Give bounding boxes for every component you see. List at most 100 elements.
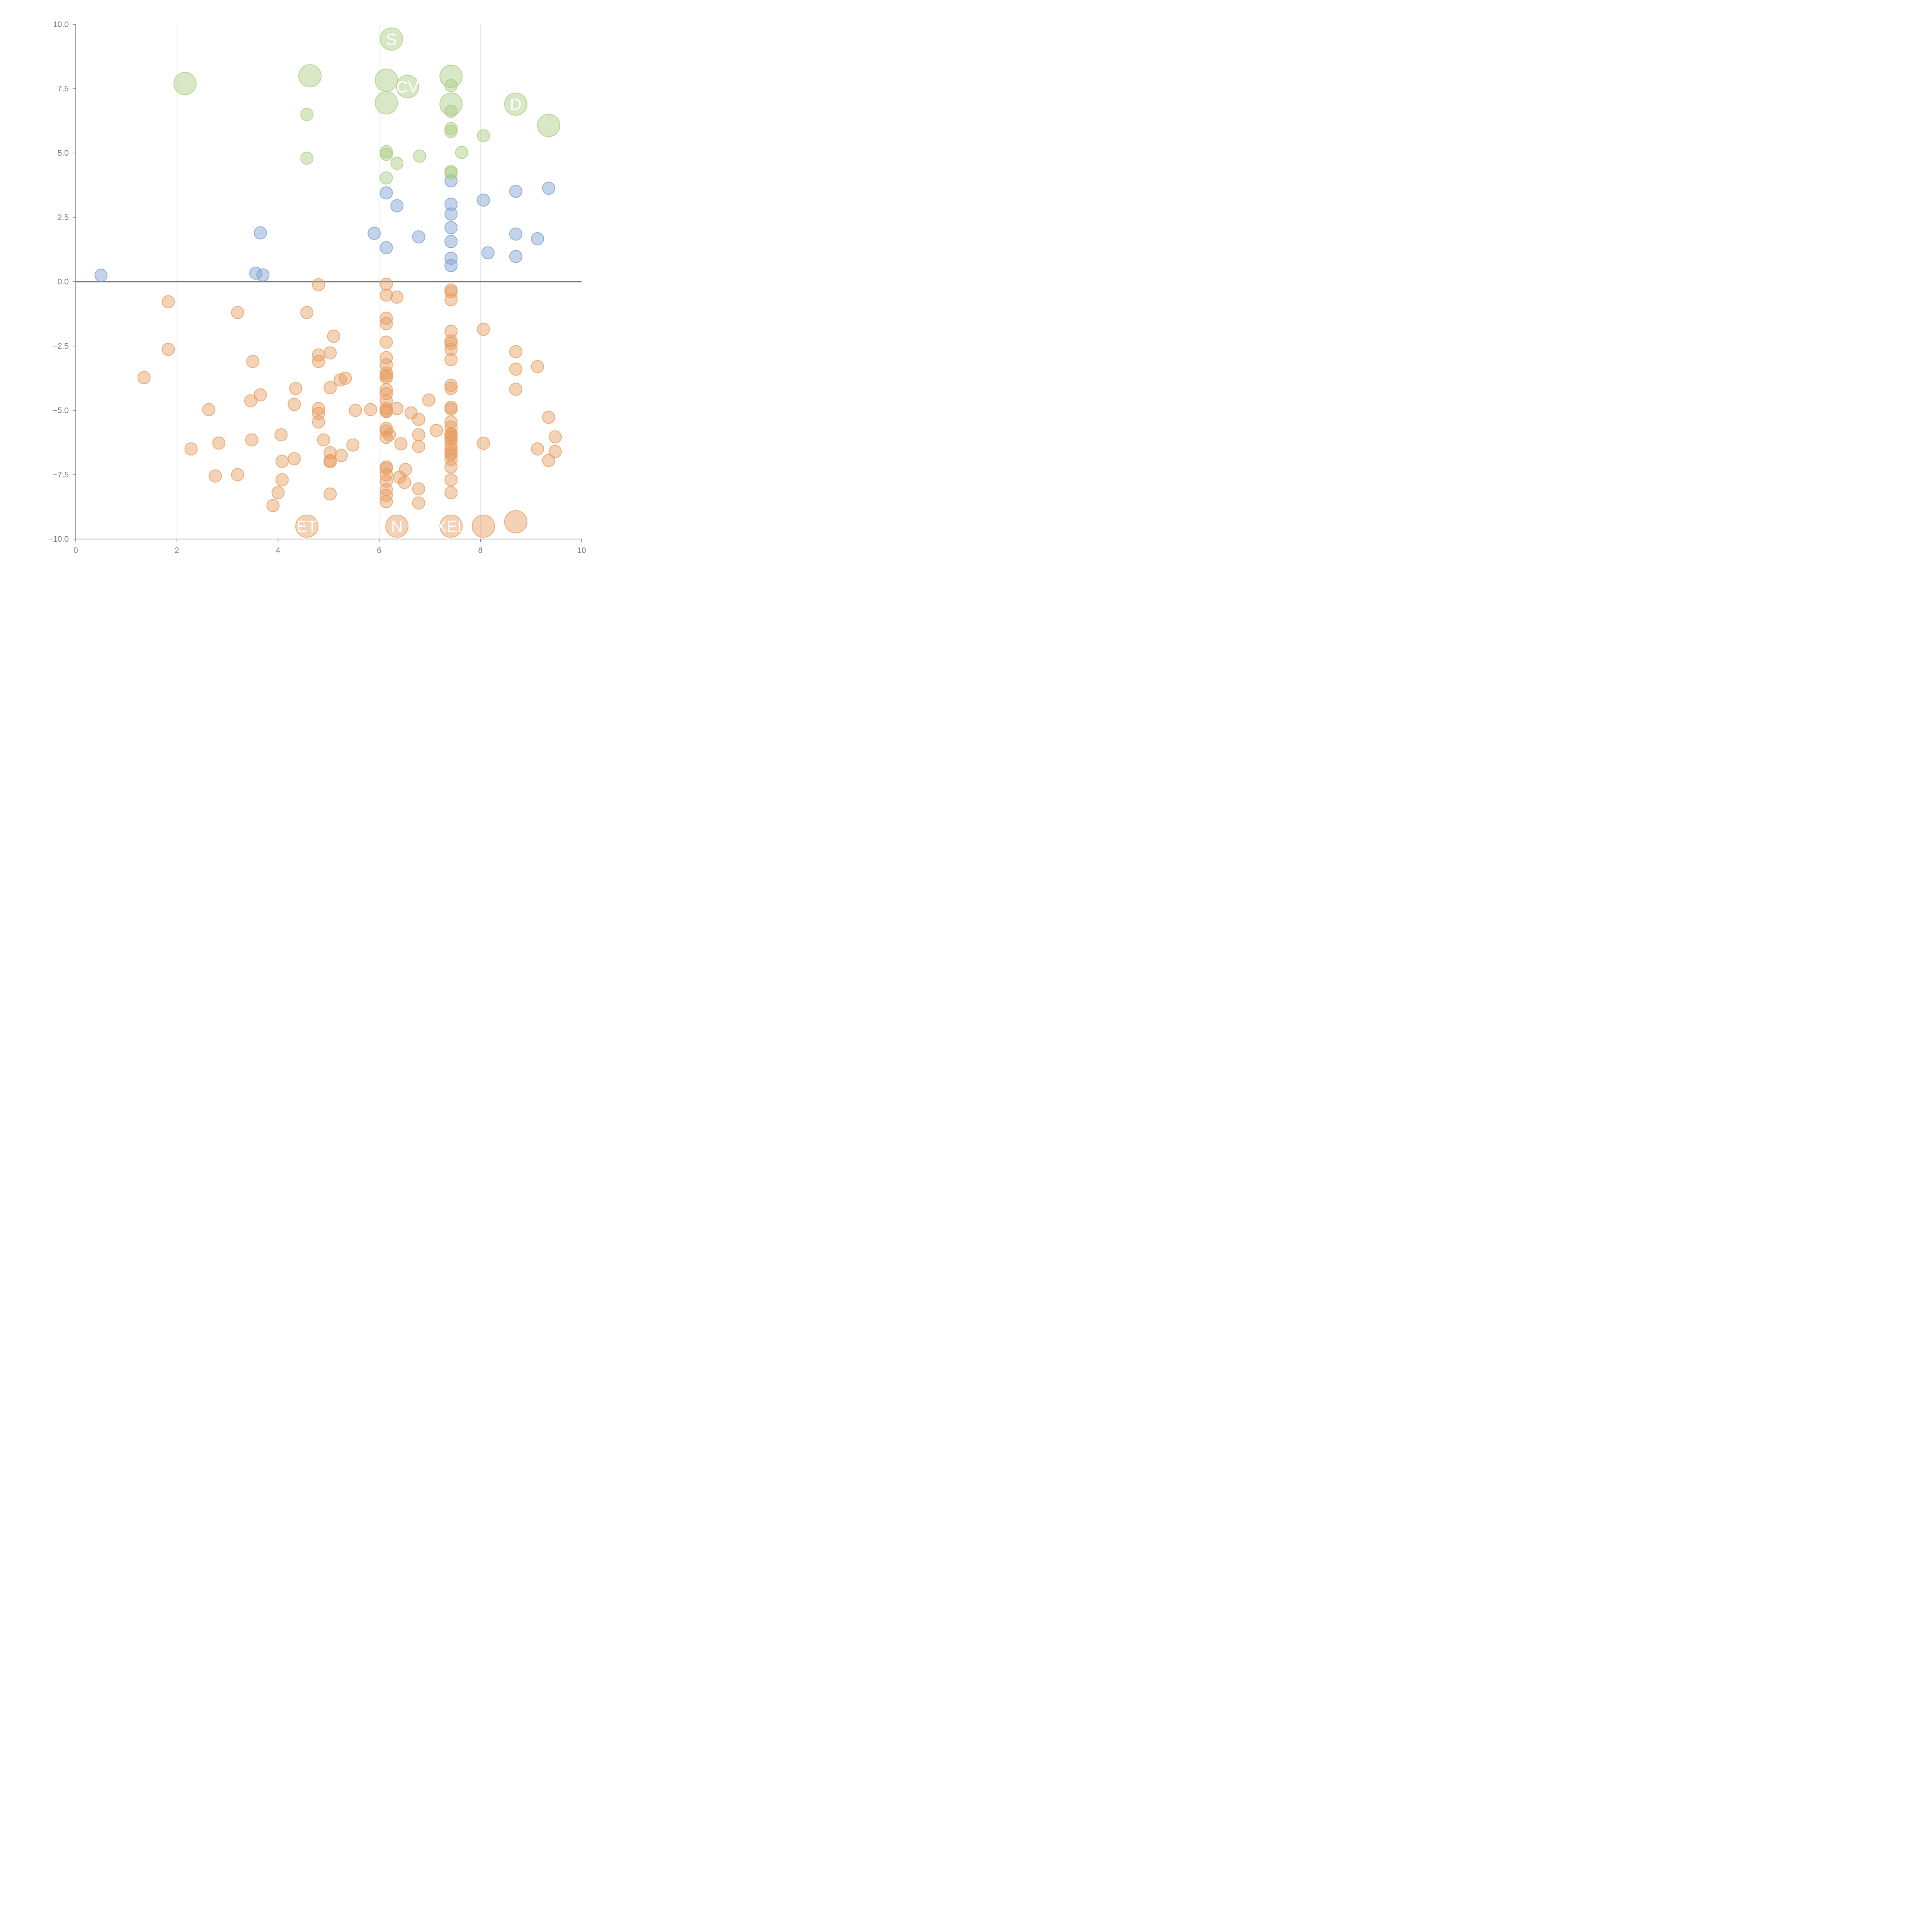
bubble-chart: 0 2 4 6 8 10 10.0 7.5 5.0 2.5 0.0 −2.5 −5.0 −7.5 −10.0… [48, 20, 586, 555]
y-tick-label: 7.5 [58, 85, 69, 94]
orange-point [333, 373, 347, 387]
green-large-bubble [173, 72, 197, 95]
x-tick-label: 4 [276, 546, 281, 555]
orange-point [327, 330, 340, 343]
orange-point [444, 285, 458, 299]
bubble-annotation: CV [396, 78, 419, 96]
blue-point [444, 235, 458, 248]
blue-point [256, 268, 270, 282]
orange-point [266, 499, 280, 512]
orange-point [444, 343, 458, 356]
orange-point [412, 496, 425, 510]
orange-point [444, 452, 458, 466]
bubble-annotation: D [510, 95, 522, 113]
y-tick-label: −10.0 [48, 535, 69, 544]
orange-point [398, 476, 411, 489]
orange-point [184, 442, 198, 456]
y-tick-label: 2.5 [58, 213, 69, 222]
orange-point [287, 398, 301, 411]
orange-point [246, 355, 260, 368]
orange-point [244, 394, 257, 408]
orange-point [312, 355, 325, 368]
orange-point [444, 442, 458, 456]
orange-point [323, 487, 337, 501]
blue-point [390, 199, 404, 213]
orange-point [312, 402, 325, 415]
orange-point [379, 351, 393, 364]
orange-point [390, 402, 404, 415]
orange-point [162, 295, 175, 308]
orange-point [231, 468, 244, 481]
orange-point [531, 360, 544, 373]
blue-point [444, 221, 458, 235]
orange-point [444, 486, 458, 500]
orange-point [231, 306, 244, 319]
orange-point [323, 381, 337, 395]
orange-point [379, 311, 393, 325]
orange-point [444, 460, 458, 474]
green-point [455, 146, 468, 159]
data-points [94, 27, 562, 538]
green-point [413, 149, 427, 163]
orange-point [383, 428, 396, 442]
y-tick-label: 0.0 [58, 277, 69, 286]
orange-point [379, 405, 393, 418]
axes: 0 2 4 6 8 10 10.0 7.5 5.0 2.5 0.0 −2.5 −5.0 −7.5 −10.0 [48, 20, 586, 555]
orange-point [390, 290, 404, 304]
green-point [300, 108, 314, 121]
orange-point [379, 387, 393, 400]
orange-point [276, 473, 289, 486]
orange-point [312, 415, 325, 429]
blue-point [509, 227, 522, 241]
orange-point [444, 382, 458, 395]
orange-point [542, 454, 555, 467]
orange-point [364, 403, 378, 417]
orange-point [349, 404, 362, 417]
orange-point [394, 437, 408, 451]
green-point [379, 171, 393, 185]
orange-point [509, 383, 522, 396]
bubble-annotation: ET [296, 517, 317, 536]
orange-point [335, 449, 348, 462]
green-large-bubble [537, 114, 560, 137]
blue-point [367, 226, 381, 240]
x-tick-label: 8 [478, 546, 483, 555]
orange-large-bubble [439, 514, 463, 538]
orange-point [312, 278, 325, 291]
orange-point [287, 452, 301, 466]
x-tick-label: 2 [175, 546, 179, 555]
blue-point [444, 174, 458, 187]
blue-point [542, 182, 555, 195]
blue-point [444, 252, 458, 265]
green-large-bubble [439, 92, 463, 116]
blue-point [94, 269, 108, 282]
orange-point [509, 345, 522, 359]
orange-point [271, 486, 285, 500]
bubble-labels: S CV D ET N XEL [296, 30, 522, 536]
green-point [444, 166, 458, 180]
orange-point [212, 436, 226, 450]
orange-point [444, 402, 458, 416]
green-large-bubble [298, 64, 322, 88]
orange-point [379, 288, 393, 302]
orange-point [444, 415, 458, 429]
orange-point [509, 362, 522, 376]
blue-point [379, 241, 393, 255]
x-tick-label: 6 [377, 546, 382, 555]
orange-point [274, 428, 288, 442]
orange-point [379, 394, 393, 408]
orange-point [444, 293, 458, 306]
blue-point [509, 185, 522, 198]
orange-point [477, 323, 490, 336]
orange-point [399, 463, 412, 476]
orange-point [444, 438, 458, 452]
green-point [379, 148, 393, 161]
orange-point [422, 393, 435, 407]
orange-point [323, 446, 337, 459]
orange-point [137, 371, 151, 384]
orange-point [404, 406, 418, 420]
orange-point [162, 343, 175, 356]
orange-point [430, 423, 443, 437]
orange-point [444, 473, 458, 486]
orange-point [253, 388, 267, 402]
